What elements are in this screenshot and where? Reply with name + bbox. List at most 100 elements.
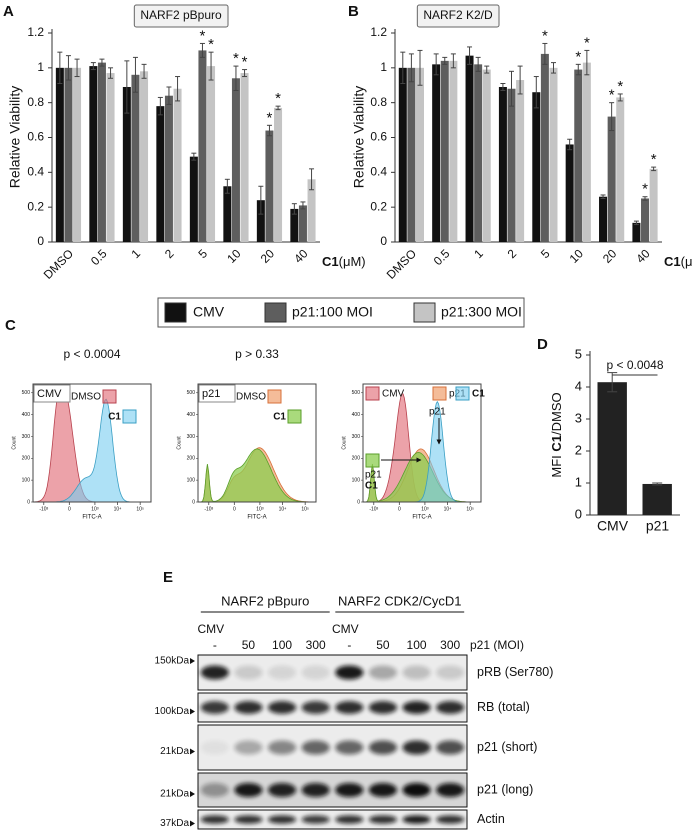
bar bbox=[440, 60, 449, 242]
legend-label: C1 bbox=[365, 481, 378, 492]
y-tick-label: 500 bbox=[187, 390, 196, 396]
panel-label: E bbox=[163, 569, 173, 586]
x-tick-label: -10³ bbox=[204, 506, 213, 512]
error-bar bbox=[191, 152, 197, 161]
y-axis-label: Count bbox=[11, 436, 17, 450]
lane-label: 50 bbox=[376, 638, 390, 652]
error-bar bbox=[400, 51, 406, 85]
band bbox=[267, 740, 297, 755]
x-tick-label: 5 bbox=[538, 246, 553, 261]
lane-label: 300 bbox=[440, 638, 460, 652]
y-tick-label: 400 bbox=[187, 412, 196, 418]
band bbox=[402, 740, 431, 755]
band bbox=[436, 665, 465, 680]
y-tick-label: 100 bbox=[22, 477, 31, 483]
bar bbox=[540, 53, 549, 243]
x-tick-label: 10⁴ bbox=[114, 506, 122, 512]
y-tick-label: 200 bbox=[352, 456, 361, 462]
error-bar bbox=[484, 65, 490, 74]
legend-swatch bbox=[287, 409, 302, 424]
error-bar bbox=[124, 60, 130, 114]
band bbox=[368, 701, 398, 714]
legend-swatch bbox=[122, 409, 137, 424]
x-axis-label-bold: C1 bbox=[322, 254, 339, 269]
band bbox=[234, 815, 263, 824]
band bbox=[267, 665, 297, 680]
bar bbox=[290, 208, 299, 242]
band bbox=[335, 740, 364, 755]
legend-label: CMV bbox=[193, 304, 225, 320]
x-axis-label-unit: (μM) bbox=[339, 254, 366, 269]
legend-swatch bbox=[102, 389, 117, 404]
y-tick-label: 400 bbox=[352, 412, 361, 418]
band bbox=[267, 815, 297, 824]
title-box bbox=[133, 4, 229, 28]
error-bar bbox=[600, 194, 606, 199]
bar bbox=[449, 60, 458, 242]
x-tick-label: 0 bbox=[68, 506, 71, 512]
title-box bbox=[416, 4, 500, 28]
significance: * bbox=[200, 27, 206, 44]
error-bar bbox=[500, 83, 506, 91]
p-value: p > 0.33 bbox=[235, 347, 279, 361]
bar bbox=[156, 106, 165, 243]
significance: * bbox=[233, 50, 239, 67]
x-tick-label: 10 bbox=[224, 246, 244, 266]
bar bbox=[549, 67, 558, 242]
y-tick-label: 300 bbox=[22, 434, 31, 440]
blot-strip bbox=[197, 809, 468, 830]
bar bbox=[256, 200, 265, 242]
y-tick-label: 500 bbox=[22, 390, 31, 396]
x-tick-label: 40 bbox=[291, 246, 311, 266]
error-bar bbox=[108, 67, 114, 79]
x-tick-label: 5 bbox=[195, 246, 210, 261]
band bbox=[436, 783, 465, 797]
lane-label: 300 bbox=[306, 638, 326, 652]
band bbox=[335, 665, 364, 680]
bar bbox=[106, 73, 115, 242]
group-label: NARF2 pBpuro bbox=[221, 593, 309, 608]
significance: * bbox=[267, 109, 273, 126]
bar bbox=[642, 483, 672, 515]
x-tick-label: 0 bbox=[233, 506, 236, 512]
x-tick-label: 10⁵ bbox=[301, 506, 309, 512]
lane-label: - bbox=[347, 638, 351, 652]
legend-swatch bbox=[365, 453, 380, 468]
bar bbox=[574, 69, 583, 242]
bar bbox=[498, 86, 507, 242]
x-tick-label: 10⁵ bbox=[466, 506, 474, 512]
bar bbox=[482, 69, 491, 242]
y-axis-label-part: C1 bbox=[549, 435, 564, 452]
x-tick-label: 20 bbox=[258, 246, 278, 266]
p-value: p < 0.0048 bbox=[606, 358, 663, 372]
x-tick-label: 10⁴ bbox=[444, 506, 452, 512]
group-label: NARF2 CDK2/CycD1 bbox=[338, 593, 462, 608]
error-bar bbox=[275, 105, 281, 111]
plot-frame bbox=[197, 383, 317, 503]
bar bbox=[432, 64, 441, 242]
error-bar bbox=[300, 201, 306, 210]
y-tick-label: 0 bbox=[380, 234, 387, 248]
lane-label: - bbox=[213, 638, 217, 652]
size-marker: 150kDa bbox=[155, 656, 190, 667]
sample-box bbox=[33, 384, 71, 403]
error-bar bbox=[567, 138, 573, 151]
band bbox=[301, 740, 330, 755]
x-axis-label-bold: C1 bbox=[664, 254, 681, 269]
marker-arrow bbox=[190, 708, 195, 715]
marker-arrow bbox=[190, 748, 195, 755]
legend-label: CMV bbox=[382, 389, 405, 400]
row-label: p21 (long) bbox=[477, 782, 533, 796]
y-tick-label: 5 bbox=[575, 346, 582, 361]
bar bbox=[398, 67, 407, 242]
legend-swatch bbox=[432, 386, 447, 401]
error-bar bbox=[57, 51, 63, 85]
significance: * bbox=[617, 78, 623, 95]
error-bar bbox=[584, 49, 590, 76]
bar bbox=[599, 196, 608, 242]
y-axis-label: Relative Viability bbox=[351, 86, 367, 188]
band bbox=[368, 815, 398, 824]
error-bar bbox=[642, 196, 648, 201]
band bbox=[368, 740, 398, 755]
legend-swatch bbox=[164, 302, 187, 323]
